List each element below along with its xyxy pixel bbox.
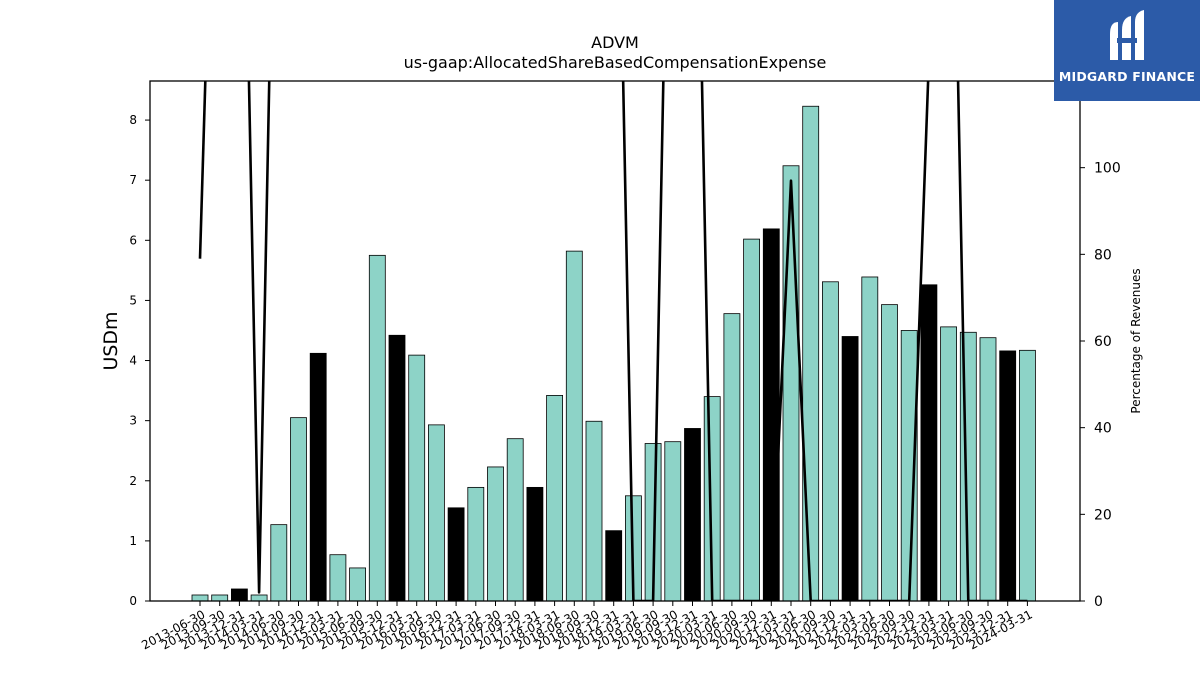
bar-2015-06-30 [349, 567, 367, 602]
y2-tick-label: 80 [1094, 247, 1112, 263]
revenue-percent-line [621, 81, 665, 601]
bar-2018-09-30 [585, 420, 603, 602]
bar-2018-03-31 [546, 395, 563, 602]
bar-2015-03-31 [329, 554, 347, 602]
bar-2022-12-31 [920, 284, 938, 602]
y2-tick-label: 40 [1094, 421, 1112, 437]
y-tick-label: 1 [129, 534, 137, 548]
y-tick-label: 5 [129, 293, 137, 307]
bar-2019-09-30 [664, 441, 682, 602]
bar-2014-06-30 [270, 524, 288, 602]
y-tick-label: 0 [129, 594, 137, 608]
bar-2022-03-31 [861, 276, 879, 602]
y2-tick-label: 20 [1094, 507, 1112, 523]
bar-2016-09-30 [427, 424, 445, 602]
bar-2023-12-31 [999, 350, 1017, 602]
revenue-percent-line-group [198, 81, 1028, 601]
y2-axis-label: Percentage of Revenues [1129, 268, 1143, 413]
bar-2015-09-30 [368, 254, 386, 602]
brand-logo: MIDGARD FINANCE [1054, 0, 1200, 101]
y-tick-label: 3 [129, 414, 137, 428]
chart-subtitle: us-gaap:AllocatedShareBasedCompensationE… [404, 53, 827, 72]
bar-2016-12-31 [447, 507, 465, 602]
bar-2023-03-31 [940, 326, 957, 602]
bar-2014-09-30 [290, 417, 307, 602]
bar-2021-12-31 [841, 336, 859, 602]
bar-2017-06-30 [487, 466, 504, 602]
x-axis: 2013-06-302013-09-302013-12-312014-03-31… [139, 601, 1035, 652]
bar-2021-06-30 [802, 105, 820, 602]
y-axis: 0 1 2 3 4 5 6 7 8 [129, 113, 150, 608]
y-tick-label: 2 [129, 474, 137, 488]
bar-2017-09-30 [506, 438, 524, 602]
y-tick-label: 4 [129, 354, 137, 368]
bar-2020-09-30 [743, 238, 760, 602]
bar-2014-03-31 [250, 594, 268, 602]
y2-axis: 0 20 40 60 80 100 [1080, 161, 1121, 610]
bar-2022-06-30 [881, 304, 898, 602]
bar-2021-09-30 [822, 281, 839, 602]
bar-2017-12-31 [526, 486, 544, 602]
bar-2016-03-31 [408, 354, 426, 602]
midgard-logo-icon [1110, 10, 1144, 60]
logo-text: MIDGARD FINANCE [1058, 69, 1196, 84]
bar-2024-03-31 [1019, 349, 1036, 602]
y2-tick-label: 100 [1094, 161, 1121, 177]
revenue-percent-line [247, 81, 271, 594]
bar-2013-09-30 [211, 594, 229, 602]
bar-2019-12-31 [684, 428, 701, 602]
bar-2018-12-31 [605, 530, 623, 602]
revenue-percent-line [956, 81, 1028, 601]
y2-tick-label: 0 [1094, 594, 1103, 610]
bar-2013-12-31 [230, 588, 248, 602]
bar-2020-12-31 [762, 228, 780, 602]
bars-group [191, 105, 1036, 602]
bar-2014-12-31 [309, 352, 327, 602]
y-tick-label: 7 [129, 173, 137, 187]
bar-2018-06-30 [565, 250, 583, 602]
bar-2020-06-30 [723, 313, 741, 602]
y2-tick-label: 60 [1094, 334, 1112, 350]
y-axis-label: USDm [100, 311, 122, 370]
y-tick-label: 6 [129, 233, 137, 247]
bar-2023-09-30 [979, 337, 997, 602]
chart-title: ADVM [591, 33, 639, 52]
bar-2017-03-31 [467, 486, 485, 602]
bar-2021-03-31 [782, 165, 800, 602]
revenue-percent-line [198, 81, 207, 259]
y-tick-label: 8 [129, 113, 137, 127]
bar-2015-12-31 [388, 334, 406, 602]
bar-2013-06-30 [191, 594, 209, 602]
